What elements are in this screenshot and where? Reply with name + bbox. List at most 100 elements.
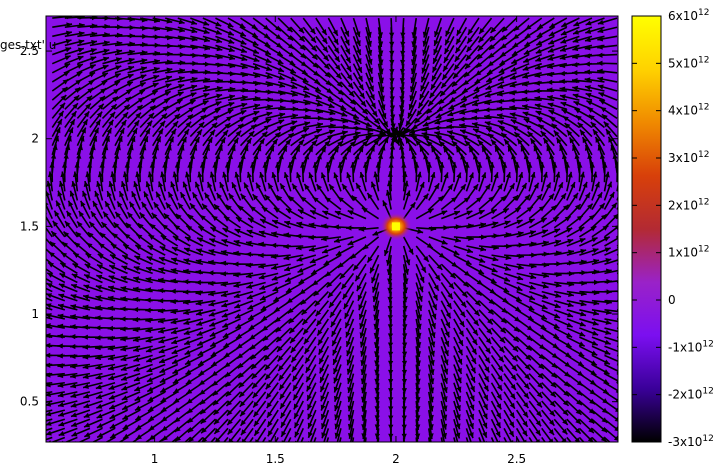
field-arrow: [134, 255, 154, 265]
field-arrow: [344, 309, 355, 329]
field-arrow: [125, 222, 141, 238]
field-arrow: [271, 219, 292, 229]
field-arrow: [83, 418, 103, 428]
field-arrow: [247, 309, 267, 321]
field-arrow: [523, 118, 543, 129]
field-arrow: [132, 345, 153, 353]
field-arrow: [122, 171, 129, 192]
field-arrow: [365, 36, 373, 56]
field-arrow: [522, 53, 543, 63]
field-arrow: [485, 81, 505, 91]
field-arrow: [491, 272, 511, 282]
field-arrow: [114, 65, 135, 74]
field-arrow: [591, 336, 611, 345]
field-arrow: [315, 54, 331, 70]
field-arrow: [603, 427, 618, 441]
field-arrow: [199, 400, 216, 415]
field-arrow: [440, 72, 455, 89]
field-arrow: [566, 171, 573, 192]
field-arrow: [603, 121, 618, 138]
field-arrow: [566, 400, 582, 416]
field-arrow: [490, 437, 495, 442]
field-arrow: [346, 355, 355, 375]
field-arrow: [297, 208, 317, 220]
field-arrow: [317, 336, 330, 356]
field-arrow: [315, 108, 336, 116]
field-arrow: [453, 272, 470, 288]
field-arrow: [459, 123, 480, 129]
field-arrow: [83, 180, 91, 201]
field-arrow: [409, 72, 418, 93]
field-arrow: [572, 35, 593, 43]
field-arrow: [428, 182, 440, 201]
field-arrow: [377, 54, 384, 75]
field-arrow: [415, 236, 434, 249]
field-arrow: [515, 409, 529, 428]
field-arrow: [440, 327, 450, 347]
field-arrow: [189, 100, 209, 110]
field-arrow: [359, 309, 367, 330]
field-arrow: [102, 211, 116, 229]
field-arrow: [516, 363, 531, 381]
field-arrow: [578, 181, 588, 201]
field-arrow: [240, 44, 260, 55]
field-arrow: [220, 281, 241, 287]
field-arrow: [465, 400, 475, 420]
field-arrow: [46, 258, 53, 265]
field-arrow: [465, 183, 479, 201]
field-arrow: [428, 309, 436, 330]
field-arrow: [605, 128, 618, 147]
field-arrow: [290, 336, 304, 354]
field-arrow: [340, 146, 352, 165]
field-arrow: [444, 26, 455, 46]
field-arrow: [89, 111, 103, 128]
field-arrow: [515, 418, 528, 437]
field-arrow: [591, 171, 598, 192]
field-arrow: [291, 354, 304, 373]
field-arrow: [96, 418, 116, 429]
field-arrow: [108, 391, 128, 400]
field-arrow: [553, 363, 571, 378]
field-arrow: [415, 410, 421, 431]
field-arrow: [465, 318, 479, 336]
field-arrow: [465, 35, 480, 53]
field-arrow: [76, 135, 85, 156]
field-arrow: [478, 172, 487, 192]
field-arrow: [159, 363, 179, 374]
field-arrow: [346, 346, 355, 366]
field-arrow: [310, 263, 329, 276]
field-arrow: [309, 209, 329, 220]
field-arrow: [46, 277, 53, 284]
field-arrow: [564, 122, 580, 138]
field-arrow: [441, 210, 461, 220]
field-arrow: [146, 372, 166, 383]
field-arrow: [46, 436, 53, 441]
field-arrow: [83, 400, 103, 409]
field-arrow: [453, 300, 466, 318]
field-arrow: [252, 17, 270, 31]
field-arrow: [566, 436, 572, 442]
field-arrow: [227, 418, 242, 436]
field-arrow: [278, 113, 299, 120]
field-arrow: [224, 373, 242, 388]
field-arrow: [566, 382, 583, 397]
field-arrow: [453, 355, 463, 375]
field-arrow: [267, 182, 279, 201]
field-arrow: [361, 419, 367, 440]
field-arrow: [377, 72, 385, 93]
field-arrow: [399, 90, 405, 111]
field-arrow: [523, 44, 543, 56]
field-arrow: [341, 183, 355, 201]
field-arrow: [280, 418, 292, 438]
field-arrow: [362, 236, 380, 251]
field-arrow: [221, 239, 241, 247]
field-arrow: [328, 291, 342, 309]
field-arrow: [352, 81, 366, 99]
field-arrow: [288, 318, 304, 334]
field-arrow: [415, 327, 422, 348]
field-arrow: [287, 300, 304, 314]
field-arrow: [321, 409, 330, 430]
field-arrow: [465, 300, 481, 317]
field-arrow: [386, 255, 392, 276]
field-arrow: [427, 90, 442, 107]
